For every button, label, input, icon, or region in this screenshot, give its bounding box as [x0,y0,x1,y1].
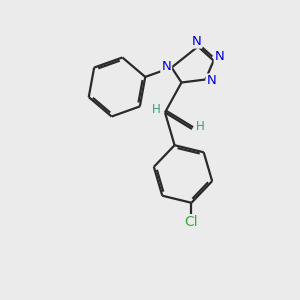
Text: H: H [196,119,205,133]
Text: Cl: Cl [184,215,198,229]
Text: H: H [152,103,161,116]
Text: N: N [192,34,201,48]
Text: N: N [215,50,224,64]
Text: N: N [207,74,216,88]
Text: N: N [161,59,171,73]
